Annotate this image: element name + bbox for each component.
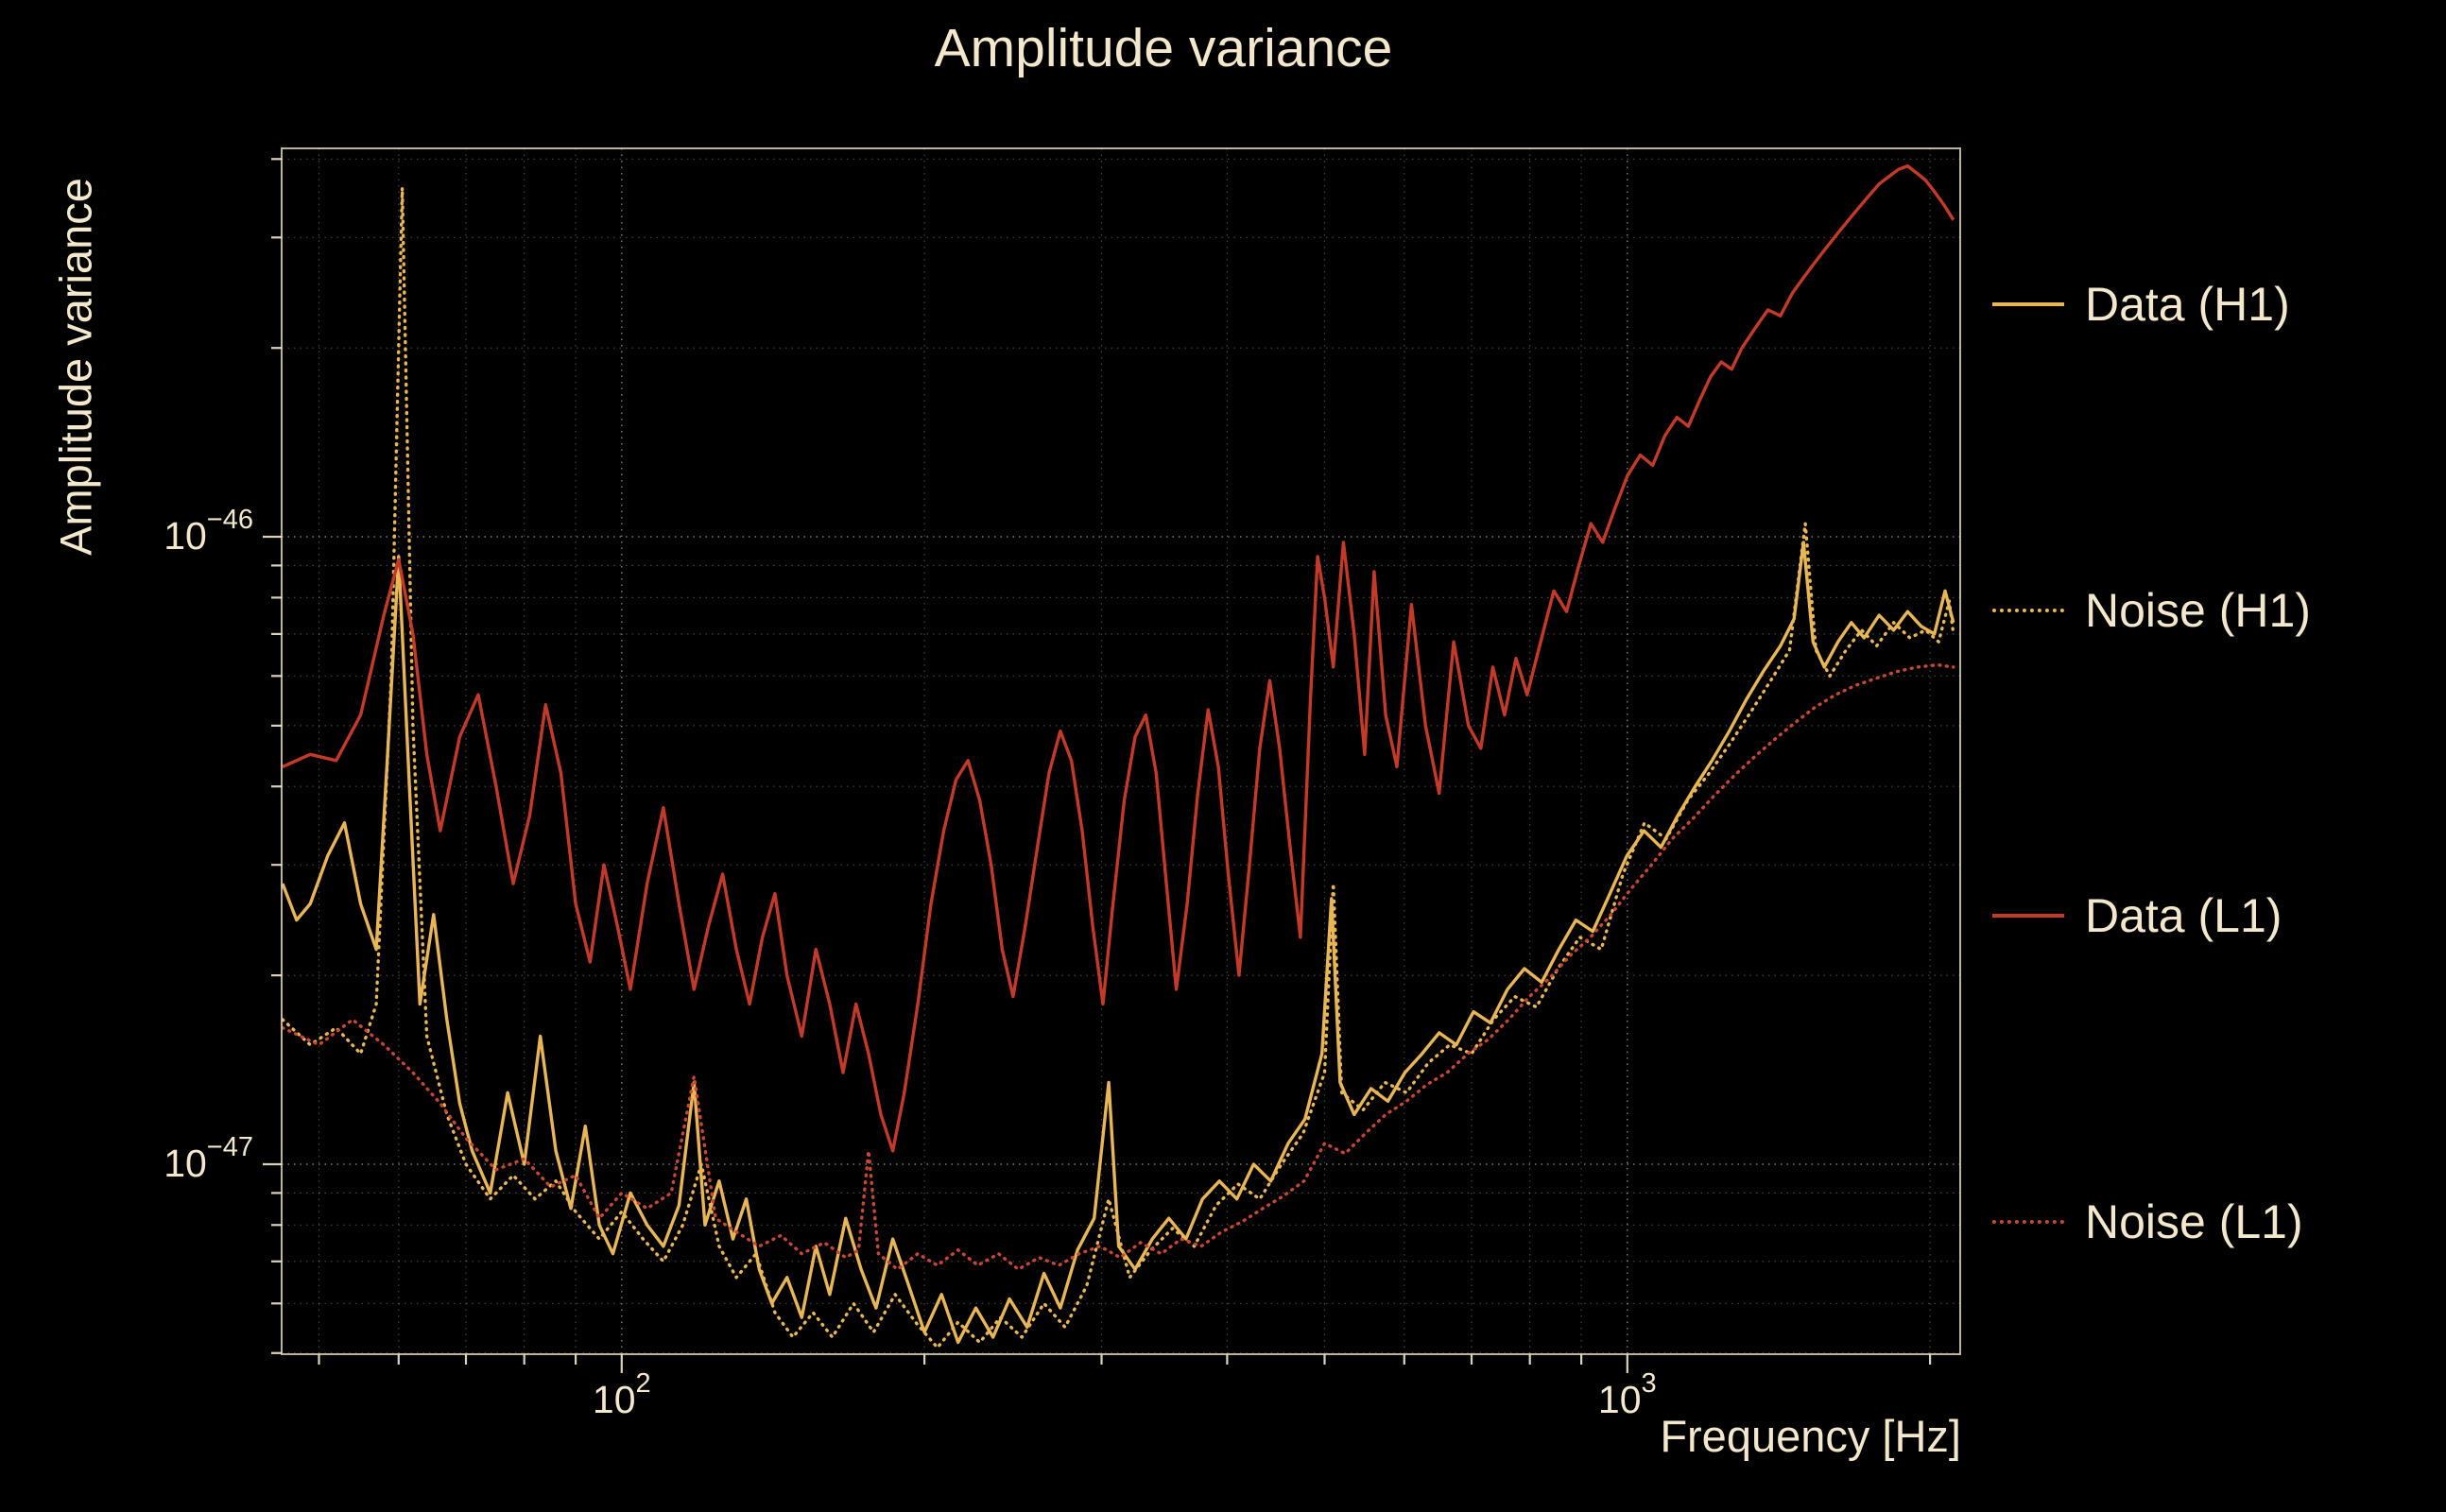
legend-label: Noise (H1): [2085, 583, 2311, 637]
y-axis-label: Amplitude variance: [50, 178, 101, 556]
legend-label: Data (H1): [2085, 278, 2290, 331]
legend: Data (H1) Noise (H1) Data (L1) Noise (L1…: [1992, 276, 2311, 1250]
series-line-data-l1: [282, 163, 1955, 1153]
legend-entry-noise-l1: Noise (L1): [1992, 1194, 2311, 1250]
legend-line-sample: [1992, 1219, 2064, 1224]
series-line-noise-h1: [282, 186, 1955, 1349]
x-axis-label: Frequency [Hz]: [1660, 1411, 1961, 1461]
legend-line-sample: [1992, 302, 2064, 306]
legend-line-sample: [1992, 914, 2064, 919]
legend-line-sample: [1992, 608, 2064, 612]
series-line-noise-l1: [282, 662, 1955, 1271]
y-tick-label: 10−46: [164, 505, 253, 558]
legend-entry-data-h1: Data (H1): [1992, 276, 2311, 333]
legend-entry-data-l1: Data (L1): [1992, 887, 2311, 944]
legend-label: Data (L1): [2085, 889, 2282, 943]
series-line-data-h1: [282, 541, 1955, 1345]
chart-title: Amplitude variance: [934, 18, 1393, 78]
x-tick-label: 102: [593, 1368, 651, 1421]
y-tick-label: 10−47: [164, 1132, 253, 1185]
axes-frame: [281, 147, 1961, 1355]
x-tick-label: 103: [1598, 1368, 1657, 1421]
legend-label: Noise (L1): [2085, 1194, 2303, 1248]
legend-entry-noise-h1: Noise (H1): [1992, 582, 2311, 639]
